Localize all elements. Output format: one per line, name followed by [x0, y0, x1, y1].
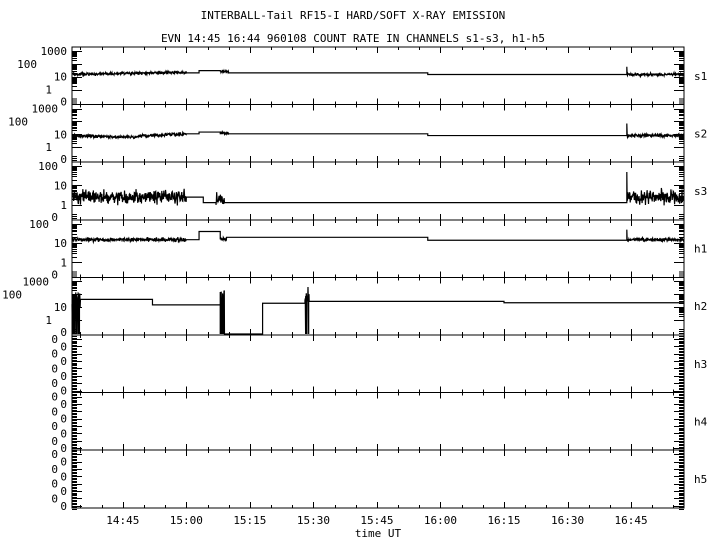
y-tick-label: 0 [60, 413, 67, 426]
x-axis-label: time UT [355, 527, 402, 540]
y-tick-label: 100 [17, 58, 37, 71]
y-tick-label: 100 [8, 115, 28, 128]
x-tick-label: 16:30 [551, 514, 584, 527]
y-tick-label: 0 [60, 385, 67, 398]
channel-label-h5: h5 [694, 473, 707, 486]
panel-frame [71, 219, 685, 278]
y-tick-label: 0 [51, 478, 58, 491]
y-tick-label: 1000 [41, 45, 68, 58]
series-line-h1 [71, 229, 685, 245]
chart-subtitle: EVN 14:45 16:44 960108 COUNT RATE IN CHA… [161, 32, 545, 45]
x-tick-label: 16:00 [424, 514, 457, 527]
x-tick-label: 15:00 [170, 514, 203, 527]
series-line-s2 [71, 123, 685, 141]
y-tick-label: 0 [51, 268, 58, 281]
x-tick-label: 15:30 [297, 514, 330, 527]
y-tick-label: 0 [60, 470, 67, 483]
y-tick-label: 0 [60, 355, 67, 368]
channel-label-h4: h4 [694, 415, 708, 428]
panels: 10001001010s110001001010s21001010s310010… [2, 45, 707, 527]
y-tick-label: 0 [51, 492, 58, 505]
channel-label-h1: h1 [694, 243, 707, 256]
x-tick-label: 16:45 [614, 514, 647, 527]
y-tick-label: 0 [60, 442, 67, 455]
y-tick-label: 0 [60, 456, 67, 469]
channel-label-s2: s2 [694, 127, 707, 140]
panel-frame [71, 392, 685, 451]
y-tick-label: 0 [60, 370, 67, 383]
y-tick-label: 0 [51, 391, 58, 404]
panel-h1: 100 10 10 h1 [29, 218, 707, 282]
y-tick-label: 0 [51, 362, 58, 375]
y-tick-label: 0 [60, 96, 67, 109]
y-tick-label: 1000 [23, 275, 50, 288]
channel-label-h3: h3 [694, 358, 707, 371]
y-tick-label: 0 [60, 398, 67, 411]
y-tick-label: 0 [51, 420, 58, 433]
y-tick-label: 0 [51, 211, 58, 224]
y-tick-label: 10 [54, 180, 67, 193]
series-line-s1 [71, 66, 685, 79]
panel-s3: 100 10 10 s3 [38, 160, 707, 224]
y-tick-label: 0 [51, 463, 58, 476]
y-tick-label: 0 [60, 427, 67, 440]
y-tick-label: 100 [29, 218, 49, 231]
y-tick-label: 0 [60, 340, 67, 353]
channel-label-s3: s3 [694, 185, 707, 198]
series-line-s3 [71, 172, 685, 206]
y-tick-label: 0 [60, 326, 67, 339]
panel-frame [71, 449, 685, 509]
chart-title: INTERBALL-Tail RF15-I HARD/SOFT X-RAY EM… [201, 9, 506, 22]
channel-label-h2: h2 [694, 300, 707, 313]
x-tick-label: 14:45 [106, 514, 139, 527]
y-tick-label: 1 [60, 256, 67, 269]
y-tick-label: 0 [51, 377, 58, 390]
panel-frame [71, 276, 685, 336]
y-tick-label: 0 [60, 500, 67, 513]
y-tick-label: 1 [45, 84, 52, 97]
y-tick-label: 0 [51, 333, 58, 346]
y-tick-label: 1 [45, 141, 52, 154]
y-tick-label: 100 [2, 288, 22, 301]
y-tick-label: 10 [54, 237, 67, 250]
x-tick-label: 15:45 [360, 514, 393, 527]
y-tick-label: 0 [51, 348, 58, 361]
y-tick-label: 0 [51, 405, 58, 418]
y-tick-label: 1000 [32, 103, 59, 116]
x-tick-label: 16:15 [487, 514, 520, 527]
y-tick-label: 10 [54, 71, 67, 84]
x-tick-label: 15:15 [233, 514, 266, 527]
y-tick-label: 0 [60, 153, 67, 166]
panel-frame [71, 46, 685, 106]
y-tick-label: 10 [54, 128, 67, 141]
channel-label-s1: s1 [694, 70, 707, 83]
panel-frame [71, 334, 685, 394]
y-tick-label: 10 [54, 301, 67, 314]
y-tick-label: 0 [60, 485, 67, 498]
y-tick-label: 1 [45, 314, 52, 327]
series-line-h2 [71, 286, 684, 335]
y-tick-label: 1 [60, 199, 67, 212]
y-tick-label: 100 [38, 160, 58, 173]
y-tick-label: 0 [51, 435, 58, 448]
y-tick-label: 0 [51, 448, 58, 461]
